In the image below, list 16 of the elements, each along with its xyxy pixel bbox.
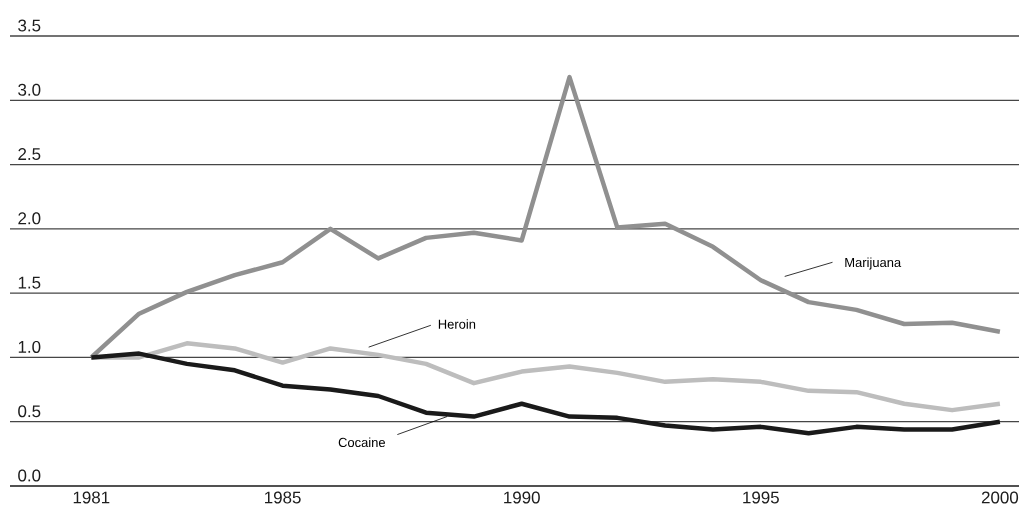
x-tick-label: 2000 xyxy=(981,491,1019,504)
text: Marijuana xyxy=(845,257,902,270)
y-tick-label: 2.5 xyxy=(18,148,41,161)
y-tick-label: 3.5 xyxy=(18,19,41,32)
y-tick-label: 0.0 xyxy=(18,469,41,482)
x-tick-label: 1990 xyxy=(504,491,540,504)
y-tick-label: 3.0 xyxy=(18,83,41,96)
x-tick-label: 1995 xyxy=(743,491,779,504)
text: Heroin xyxy=(438,319,476,329)
text: Cocaine xyxy=(338,437,386,448)
x-tick-label: 1981 xyxy=(73,491,110,504)
y-tick-label: 1.5 xyxy=(18,276,41,289)
y-tick-label: 1.0 xyxy=(18,340,41,353)
y-tick-label: 2.0 xyxy=(18,212,41,225)
y-tick-label: 0.5 xyxy=(18,405,41,418)
x-tick-label: 1985 xyxy=(265,491,301,504)
